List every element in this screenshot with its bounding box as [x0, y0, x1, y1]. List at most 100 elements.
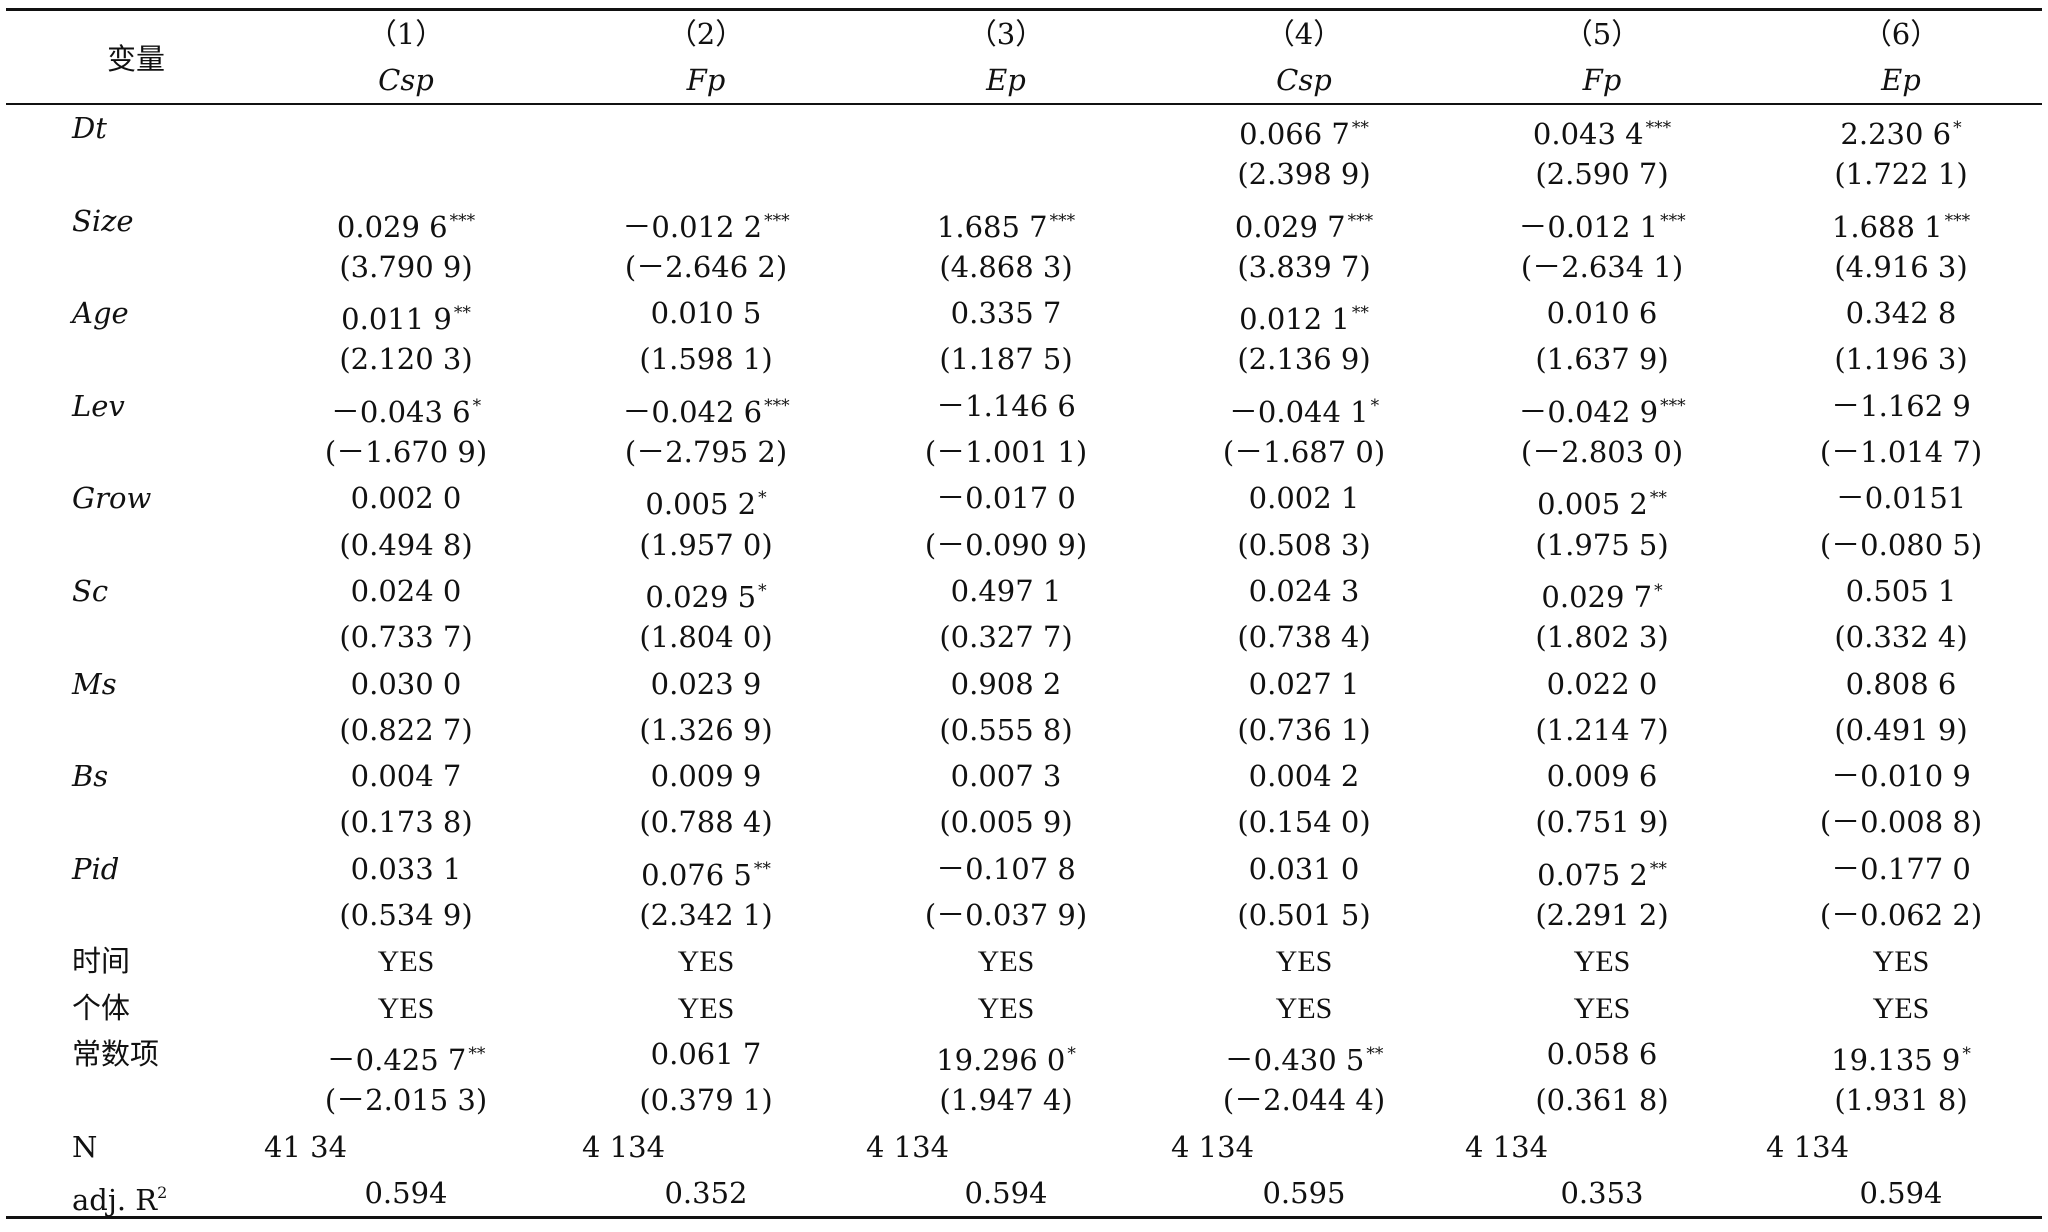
cell-value: (0.555 8)	[939, 712, 1073, 747]
bottom-rule	[6, 1216, 2042, 1220]
cell-value: (0.173 8)	[339, 805, 473, 840]
cell-value: (1.931 8)	[1834, 1083, 1968, 1118]
cell-value: YES	[1872, 945, 1930, 979]
row-label: 时间	[72, 944, 131, 979]
cell-col-4: (0.501 5)	[1237, 892, 1370, 938]
cell-value: 0.009 6	[1546, 759, 1658, 794]
significance-stars: **	[1649, 858, 1667, 879]
cell-value: 0.004 2	[1248, 759, 1360, 794]
row-label: Size	[72, 203, 134, 238]
cell-col-6: 2.230 6 *	[1840, 105, 1961, 151]
cell-value: －0.012 2	[622, 209, 763, 244]
cell-value: (－2.634 1)	[1520, 249, 1684, 284]
cell-col-1: 0.002 0	[351, 475, 462, 521]
cell-col-5: (1.214 7)	[1535, 707, 1668, 753]
table-row: (2.120 3) (1.598 1) (1.187 5) (2.136 9) (1.6…	[6, 336, 2042, 382]
variable-column-header: 变量	[106, 42, 166, 76]
column-number-6: （6）	[1862, 17, 1940, 51]
cell-value: YES	[1275, 991, 1333, 1025]
cell-col-4: (－1.687 0)	[1223, 429, 1385, 475]
cell-value: (－2.015 3)	[324, 1083, 488, 1118]
cell-value: 0.024 0	[350, 573, 462, 608]
cell-col-2: (1.804 0)	[639, 614, 772, 660]
cell-value: 0.497 1	[950, 573, 1062, 608]
cell-col-5: (－2.803 0)	[1521, 429, 1683, 475]
cell-col-3: (－0.090 9)	[925, 522, 1087, 568]
dependent-variable-2: Fp	[686, 63, 726, 97]
cell-value: 0.076 5	[641, 857, 752, 892]
cell-col-1: (0.534 9)	[339, 892, 472, 938]
cell-col-2: 0.005 2 *	[645, 475, 766, 521]
cell-value: (－1.670 9)	[324, 435, 488, 470]
row-label: Dt	[72, 111, 107, 145]
cell-col-1: (0.733 7)	[339, 614, 472, 660]
cell-col-3: －1.146 6	[936, 383, 1076, 429]
significance-stars: *	[1953, 118, 1962, 138]
cell-value: (1.637 9)	[1535, 342, 1669, 377]
table-row: Size 0.029 6 *** －0.012 2 *** 1.685 7 *** 0.029…	[6, 198, 2042, 244]
cell-value: －1.162 9	[1831, 388, 1971, 423]
cell-value: 1.688 1	[1831, 209, 1943, 244]
cell-value: 2.230 6	[1840, 117, 1952, 151]
significance-stars: **	[1366, 1043, 1384, 1064]
dependent-variable-4: Csp	[1276, 63, 1332, 97]
table-row: Grow 0.002 0 0.005 2 * －0.017 0 0.002 1 0.005 …	[6, 475, 2042, 521]
row-label: 个体	[72, 990, 131, 1025]
cell-value: (4.916 3)	[1834, 249, 1968, 284]
cell-value: (－2.803 0)	[1520, 435, 1684, 470]
cell-value: (3.839 7)	[1237, 249, 1371, 284]
cell-value: 0.009 9	[650, 759, 762, 794]
cell-col-4: 0.024 3	[1249, 568, 1360, 614]
cell-value: YES	[1872, 991, 1930, 1025]
cell-col-6: －0.177 0	[1831, 846, 1971, 892]
cell-value: YES	[377, 991, 435, 1025]
cell-value: (0.733 7)	[339, 620, 473, 655]
table-row: (0.534 9) (2.342 1) (－0.037 9) (0.501 5) (2.…	[6, 892, 2042, 938]
cell-col-4: (2.136 9)	[1237, 336, 1370, 382]
cell-value: －0.012 1	[1518, 209, 1659, 244]
row-label: Pid	[72, 851, 120, 886]
cell-col-2: －0.042 6 ***	[622, 383, 789, 429]
adj-r2-col-6: 0.594	[1859, 1175, 1943, 1210]
cell-value: 0.029 7	[1234, 209, 1346, 244]
dependent-variable-5: Fp	[1582, 63, 1622, 97]
table-row: 个体 YES YES YES YES YES YES	[6, 985, 2042, 1031]
cell-col-1: (2.120 3)	[339, 336, 472, 382]
cell-value: 0.031 0	[1248, 851, 1360, 886]
cell-col-1: 0.011 9 **	[341, 290, 471, 336]
observations-col-2: 4 134	[582, 1129, 666, 1164]
cell-value: (1.722 1)	[1834, 157, 1968, 192]
table-row: (3.790 9) (－2.646 2) (4.868 3) (3.839 7) (－2…	[6, 244, 2042, 290]
cell-value: －0.0151	[1835, 481, 1967, 516]
cell-value: (0.361 8)	[1535, 1083, 1669, 1118]
header-rule	[6, 103, 2042, 105]
cell-value: YES	[977, 945, 1035, 979]
cell-col-5: 0.010 6	[1547, 290, 1658, 336]
cell-col-4: (3.839 7)	[1237, 244, 1370, 290]
adj-r2-col-1: 0.594	[364, 1175, 448, 1210]
cell-col-3: －0.017 0	[936, 475, 1076, 521]
cell-value: (0.508 3)	[1237, 527, 1371, 562]
cell-value: 0.061 7	[650, 1036, 762, 1071]
cell-col-2: (－2.795 2)	[625, 429, 787, 475]
table-row: (0.494 8) (1.957 0) (－0.090 9) (0.508 3) (1.…	[6, 522, 2042, 568]
cell-col-3: 19.296 0 *	[936, 1031, 1076, 1077]
cell-value: (3.790 9)	[339, 249, 473, 284]
cell-col-4: 0.012 1 **	[1239, 290, 1369, 336]
cell-value: (0.822 7)	[339, 712, 473, 747]
adj-r2-col-2: 0.352	[664, 1175, 748, 1210]
cell-value: －1.146 6	[936, 388, 1076, 423]
observations-row: N 41 34 4 134 4 134 4 134 4 134 4 134	[6, 1124, 2042, 1170]
cell-col-3: (0.327 7)	[939, 614, 1072, 660]
cell-col-6: YES	[1873, 938, 1930, 984]
significance-stars: ***	[1660, 210, 1686, 231]
cell-value: －0.042 6	[622, 394, 763, 429]
cell-col-1: (－1.670 9)	[325, 429, 487, 475]
cell-value: (－2.044 4)	[1222, 1083, 1386, 1118]
cell-col-2: YES	[678, 938, 735, 984]
adj-r2-col-5: 0.353	[1560, 1175, 1644, 1210]
cell-value: (2.398 9)	[1237, 157, 1371, 192]
cell-col-2: (1.598 1)	[639, 336, 772, 382]
cell-col-2: －0.012 2 ***	[622, 198, 789, 244]
column-number-1: （1）	[367, 17, 445, 51]
